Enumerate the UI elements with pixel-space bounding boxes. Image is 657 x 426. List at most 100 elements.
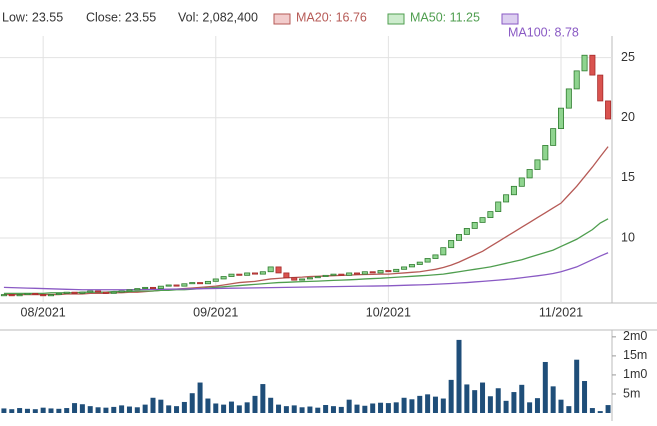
legend-label: MA100: 8.78 bbox=[508, 25, 579, 39]
candle-body bbox=[408, 264, 415, 268]
volume-bar bbox=[48, 408, 54, 413]
candle-body bbox=[605, 100, 612, 120]
candle-body bbox=[0, 294, 7, 297]
volume-bar bbox=[228, 401, 234, 413]
candle-body bbox=[126, 289, 133, 292]
candle-body bbox=[189, 282, 196, 285]
volume-bar bbox=[1, 408, 7, 413]
volume-bar bbox=[417, 395, 423, 413]
volume-bar bbox=[519, 384, 525, 413]
volume-bar bbox=[464, 384, 470, 413]
volume-bar bbox=[503, 400, 509, 413]
candle-body bbox=[110, 291, 117, 294]
candle-body bbox=[236, 273, 243, 276]
candle-body bbox=[448, 240, 455, 249]
y-tick-label: 15 bbox=[621, 170, 635, 184]
volume-tick-label: 15m bbox=[623, 348, 647, 362]
legend-label: MA20: 16.76 bbox=[296, 10, 367, 24]
volume-bar bbox=[103, 407, 109, 413]
volume-bar bbox=[511, 392, 517, 413]
candle-body bbox=[534, 159, 541, 170]
volume-bar bbox=[409, 399, 415, 413]
volume-bar bbox=[79, 404, 85, 413]
x-tick-label: 09/2021 bbox=[193, 305, 238, 319]
volume-bar bbox=[244, 402, 250, 413]
volume-bar bbox=[17, 408, 23, 413]
volume-bar bbox=[401, 397, 407, 413]
volume-bar bbox=[542, 361, 548, 413]
volume-bar bbox=[566, 406, 572, 413]
volume-bar bbox=[150, 397, 156, 413]
candle-body bbox=[102, 291, 109, 294]
candle-body bbox=[369, 271, 376, 274]
volume-bar bbox=[582, 381, 588, 413]
candle-body bbox=[24, 292, 31, 295]
candle-body bbox=[377, 270, 384, 274]
candle-body bbox=[299, 278, 306, 281]
volume-bar bbox=[432, 396, 438, 413]
candle-body bbox=[589, 54, 596, 76]
candle-body bbox=[157, 285, 164, 289]
candle-body bbox=[165, 284, 172, 287]
volume-bar bbox=[550, 386, 556, 413]
candle-body bbox=[487, 211, 494, 219]
volume-bar bbox=[487, 396, 493, 413]
volume-bar bbox=[236, 405, 242, 413]
candle-body bbox=[479, 217, 486, 223]
candle-body bbox=[550, 128, 557, 146]
volume-bar bbox=[268, 397, 274, 413]
volume-bar bbox=[32, 409, 38, 413]
volume-bar bbox=[338, 406, 344, 413]
volume-bar bbox=[111, 406, 117, 413]
volume-bar bbox=[354, 404, 360, 413]
volume-bar bbox=[323, 405, 329, 413]
volume-bar bbox=[181, 401, 187, 413]
volume-bar bbox=[221, 404, 227, 413]
candle-body bbox=[338, 273, 345, 276]
volume-bar bbox=[260, 384, 266, 413]
candle-body bbox=[361, 271, 368, 275]
candle-body bbox=[463, 228, 470, 235]
volume-bar bbox=[276, 404, 282, 413]
volume-bar bbox=[480, 382, 486, 413]
candle-body bbox=[283, 272, 290, 279]
legend-swatch bbox=[501, 13, 519, 25]
volume-bar bbox=[495, 388, 501, 413]
volume-bar bbox=[142, 404, 148, 413]
volume-bar bbox=[558, 399, 564, 413]
candle-body bbox=[291, 277, 298, 281]
candle-body bbox=[455, 234, 462, 241]
candle-body bbox=[63, 291, 70, 294]
candle-body bbox=[118, 290, 125, 293]
info-close: Close: 23.55 bbox=[86, 10, 156, 24]
volume-bar bbox=[605, 405, 611, 413]
candle-body bbox=[212, 278, 219, 282]
candle-body bbox=[432, 254, 439, 259]
volume-bar bbox=[425, 394, 431, 413]
volume-bar bbox=[448, 379, 454, 413]
candle-body bbox=[353, 272, 360, 275]
candle-body bbox=[518, 177, 525, 187]
candle-body bbox=[510, 185, 517, 196]
x-tick-label: 08/2021 bbox=[21, 305, 66, 319]
volume-bar bbox=[87, 406, 93, 413]
candle-body bbox=[149, 286, 156, 289]
volume-tick-label: 5m bbox=[623, 386, 640, 400]
volume-bar bbox=[40, 407, 46, 413]
volume-bar bbox=[64, 408, 70, 413]
candle-body bbox=[416, 261, 423, 265]
candle-body bbox=[181, 283, 188, 287]
candle-body bbox=[306, 277, 313, 280]
candle-body bbox=[314, 276, 321, 279]
candle-body bbox=[330, 273, 337, 276]
volume-bar bbox=[346, 399, 352, 413]
candle-body bbox=[197, 282, 204, 285]
volume-bar bbox=[9, 409, 15, 413]
candle-body bbox=[495, 201, 502, 212]
y-tick-label: 20 bbox=[621, 110, 635, 124]
volume-bar bbox=[24, 408, 30, 413]
candle-body bbox=[16, 294, 23, 297]
volume-bar bbox=[385, 403, 391, 413]
candle-body bbox=[573, 70, 580, 90]
